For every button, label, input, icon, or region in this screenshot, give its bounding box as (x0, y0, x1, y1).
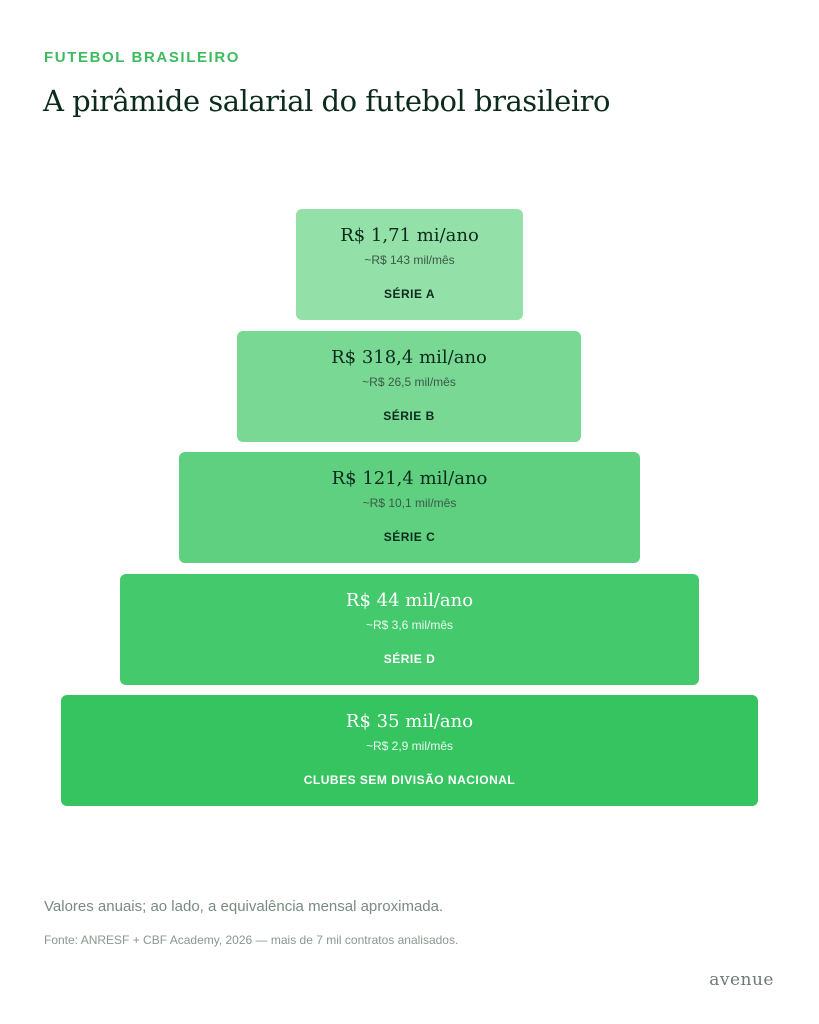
brand: avenue (709, 970, 774, 990)
tier-annual: R$ 121,4 mil/ano (331, 468, 488, 489)
tier-annual: R$ 318,4 mil/ano (331, 347, 487, 368)
tier-label: SÉRIE A (383, 287, 436, 301)
tier-box: R$ 35 mil/ano ~R$ 2,9 mil/mês CLUBES SEM D… (61, 695, 758, 806)
tier-annual: R$ 44 mil/ano (345, 590, 474, 611)
tier-annual: R$ 35 mil/ano (345, 711, 474, 732)
tier-box: R$ 121,4 mil/ano ~R$ 10,1 mil/mês SÉRIE C (179, 452, 640, 563)
tier-box: R$ 1,71 mi/ano ~R$ 143 mil/mês SÉRIE A (296, 209, 523, 320)
tier-label: SÉRIE C (383, 530, 436, 544)
tier-monthly: ~R$ 143 mil/mês (364, 253, 455, 267)
tier-annual: R$ 1,71 mi/ano (340, 225, 479, 246)
tier-label: SÉRIE D (383, 652, 436, 666)
source: Fonte: ANRESF + CBF Academy, 2026 — mais… (44, 933, 459, 947)
tier-monthly: ~R$ 10,1 mil/mês (362, 496, 457, 510)
tier-box: R$ 44 mil/ano ~R$ 3,6 mil/mês SÉRIE D (120, 574, 699, 685)
tier-monthly: ~R$ 2,9 mil/mês (365, 739, 454, 753)
tier-label: CLUBES SEM DIVISÃO NACIONAL (303, 773, 516, 787)
tier-label: SÉRIE B (383, 409, 435, 423)
tier-monthly: ~R$ 26,5 mil/mês (362, 375, 456, 389)
tier-box: R$ 318,4 mil/ano ~R$ 26,5 mil/mês SÉRIE B (237, 331, 581, 442)
kicker: FUTEBOL BRASILEIRO (44, 49, 241, 66)
tier-monthly: ~R$ 3,6 mil/mês (365, 618, 454, 632)
note: Valores anuais; ao lado, a equivalência … (44, 898, 444, 915)
title: A pirâmide salarial do futebol brasileir… (43, 84, 610, 118)
